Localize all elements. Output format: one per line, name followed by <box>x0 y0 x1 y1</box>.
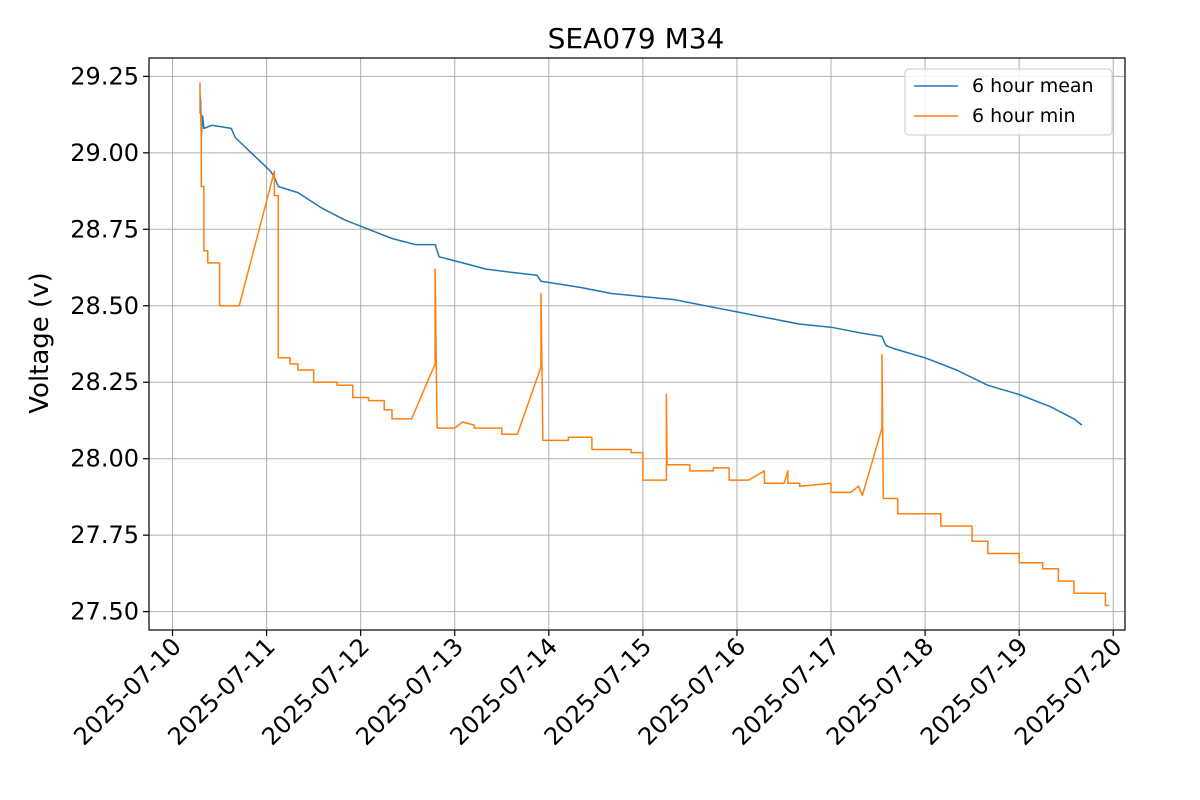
y-tick-label: 28.50 <box>70 292 139 320</box>
series-lines <box>199 82 1110 607</box>
legend: 6 hour mean 6 hour min <box>904 68 1113 136</box>
y-axis-ticks: 27.50 27.75 28.00 28.25 28.50 28.75 29.00 29.25 <box>70 62 149 626</box>
y-tick-label: 27.50 <box>70 598 139 626</box>
plot-area-frame <box>148 57 1126 631</box>
y-tick-label: 28.00 <box>70 445 139 473</box>
series-line-min <box>199 82 1110 607</box>
legend-label-mean: 6 hour mean <box>972 75 1094 97</box>
y-tick-label: 29.25 <box>70 62 139 90</box>
y-tick-label: 29.00 <box>70 139 139 167</box>
y-tick-label: 27.75 <box>70 521 139 549</box>
chart-title: SEA079 M34 <box>548 22 725 55</box>
legend-label-min: 6 hour min <box>972 105 1076 127</box>
y-tick-label: 28.75 <box>70 215 139 243</box>
series-line-mean <box>199 94 1083 426</box>
grid-lines <box>149 58 1125 630</box>
y-tick-label: 28.25 <box>70 368 139 396</box>
y-axis-label: Voltage (v) <box>25 272 55 413</box>
